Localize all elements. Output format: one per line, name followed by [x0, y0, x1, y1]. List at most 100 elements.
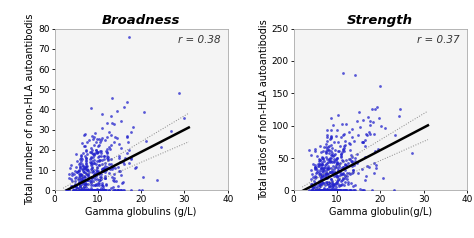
Point: [113, 188, 121, 192]
Point: [336, 188, 343, 192]
Point: [328, 177, 335, 181]
Point: [311, 174, 319, 178]
Point: [322, 162, 329, 166]
Point: [337, 188, 344, 192]
Point: [83, 168, 91, 172]
Point: [110, 140, 118, 144]
Point: [325, 180, 333, 183]
Point: [74, 177, 82, 181]
Point: [76, 166, 84, 170]
Point: [320, 188, 328, 192]
Point: [109, 175, 116, 179]
Point: [101, 188, 109, 192]
Point: [91, 178, 99, 181]
Point: [79, 188, 86, 192]
Point: [328, 188, 336, 192]
Point: [69, 185, 76, 188]
Point: [100, 188, 108, 192]
Point: [319, 188, 327, 192]
Point: [316, 158, 324, 162]
Point: [322, 175, 330, 179]
Point: [312, 175, 320, 178]
Point: [341, 146, 348, 150]
Point: [317, 188, 325, 192]
Point: [333, 174, 341, 178]
Point: [87, 175, 95, 179]
Point: [110, 179, 118, 183]
Point: [334, 188, 341, 192]
Point: [80, 187, 87, 190]
Point: [366, 124, 374, 127]
Point: [88, 134, 96, 138]
Point: [82, 149, 90, 153]
Point: [346, 188, 353, 192]
Point: [329, 154, 337, 157]
Point: [74, 188, 82, 192]
Point: [315, 159, 323, 162]
Point: [320, 188, 328, 191]
Point: [327, 188, 335, 192]
Point: [90, 143, 98, 147]
Point: [82, 175, 89, 179]
Point: [109, 178, 117, 182]
Point: [348, 159, 356, 163]
Point: [337, 179, 345, 183]
Point: [317, 150, 324, 154]
Point: [312, 188, 319, 192]
Point: [346, 158, 354, 161]
Point: [334, 188, 342, 192]
Point: [142, 139, 150, 143]
Point: [309, 188, 317, 192]
Point: [90, 161, 98, 165]
Point: [108, 143, 115, 147]
Point: [326, 170, 334, 174]
Point: [93, 150, 100, 154]
Point: [311, 188, 319, 192]
Point: [326, 170, 334, 174]
Point: [324, 188, 332, 192]
Point: [331, 183, 339, 187]
Point: [88, 188, 96, 192]
Point: [82, 188, 90, 192]
Point: [100, 188, 107, 192]
Point: [79, 151, 87, 155]
Point: [79, 176, 86, 180]
Point: [120, 188, 128, 192]
Point: [75, 168, 83, 171]
Point: [88, 161, 95, 165]
Point: [103, 147, 110, 151]
Point: [86, 179, 94, 183]
Point: [81, 175, 88, 179]
Point: [338, 172, 346, 176]
Point: [318, 188, 326, 192]
Point: [119, 160, 127, 164]
Point: [83, 140, 91, 144]
Point: [79, 188, 87, 192]
Point: [309, 188, 316, 192]
Point: [317, 188, 324, 192]
Point: [63, 188, 70, 192]
Point: [313, 170, 320, 174]
Point: [323, 171, 330, 175]
Point: [321, 188, 329, 192]
Point: [333, 185, 340, 189]
Point: [113, 136, 121, 140]
Point: [93, 169, 101, 173]
Point: [335, 164, 343, 168]
Point: [322, 150, 329, 154]
Point: [132, 165, 140, 169]
Point: [334, 188, 341, 192]
Point: [78, 178, 85, 182]
Point: [329, 123, 337, 127]
Point: [103, 150, 111, 154]
Point: [73, 188, 81, 192]
Point: [68, 174, 76, 177]
Point: [91, 153, 98, 157]
Point: [330, 170, 337, 174]
Point: [89, 165, 96, 169]
Point: [322, 172, 329, 176]
Point: [117, 119, 125, 123]
Point: [332, 171, 339, 175]
Point: [110, 188, 118, 192]
Point: [328, 160, 335, 164]
